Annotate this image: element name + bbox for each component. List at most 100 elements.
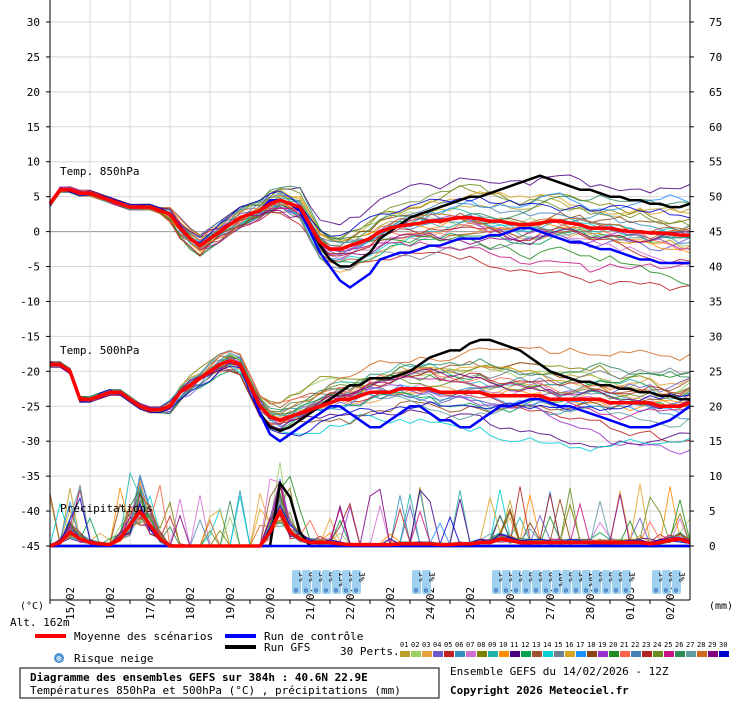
snow-risk-bg: [652, 570, 661, 594]
chart-title: Diagramme des ensembles GEFS sur 384h : …: [30, 671, 368, 684]
pert-swatch: [642, 651, 652, 657]
pert-code: 30: [719, 641, 727, 649]
chart-axes: 302520151050-5-10-15-20-25-30-35-40-4575…: [20, 0, 722, 620]
right-tick-label: 20: [709, 400, 722, 413]
perturbation-line: [50, 362, 691, 430]
pert-swatch: [697, 651, 707, 657]
pert-swatch: [444, 651, 454, 657]
pert-code: 16: [565, 641, 573, 649]
svg-text:❄: ❄: [56, 655, 62, 665]
left-tick-label: 20: [27, 86, 40, 99]
legend-snow-label: Risque neige: [74, 652, 153, 665]
snow-risk-value: 6%: [607, 572, 616, 582]
snow-risk-bg: [312, 570, 321, 594]
snow-risk-flake: ❄: [654, 586, 659, 595]
left-tick-label: 10: [27, 156, 40, 169]
pert-swatch: [631, 651, 641, 657]
snow-risk-marker: 3% ❄: [492, 570, 506, 595]
pert-code: 04: [433, 641, 441, 649]
perturbation-line: [49, 361, 691, 437]
left-tick-label: -45: [20, 540, 40, 553]
snow-risk-value: 6%: [307, 572, 316, 582]
snow-risk-flake: ❄: [584, 586, 589, 595]
right-unit-label: (mm): [709, 601, 733, 612]
right-tick-label: 35: [709, 295, 722, 308]
left-tick-label: 25: [27, 51, 40, 64]
pert-code: 29: [708, 641, 716, 649]
legend-mean-label: Moyenne des scénarios: [74, 630, 213, 643]
section-label-precip: Précipitations: [60, 502, 153, 515]
snow-risk-value: 3%: [297, 572, 306, 582]
pert-swatch: [477, 651, 487, 657]
snow-risk-flake: ❄: [674, 586, 679, 595]
snow-risk-bg: [512, 570, 521, 594]
pert-code: 20: [609, 641, 617, 649]
pert-code: 13: [532, 641, 540, 649]
snow-risk-bg: [532, 570, 541, 594]
pert-code: 12: [521, 641, 529, 649]
snow-risk-flake: ❄: [324, 586, 329, 595]
snow-risk-marker: 3% ❄: [342, 570, 356, 595]
legend-snow-icon: ❄: [54, 653, 64, 665]
snow-risk-value: 3%: [427, 572, 436, 582]
snow-risk-bg: [552, 570, 561, 594]
run-label: Ensemble GEFS du 14/02/2026 - 12Z: [450, 665, 669, 678]
perturbation-line: [49, 189, 691, 244]
snow-risk-flake: ❄: [524, 586, 529, 595]
pert-swatch: [411, 651, 421, 657]
right-tick-label: 15: [709, 435, 722, 448]
snow-risk-value: 13%: [337, 572, 346, 587]
legend-perts-label: 30 Perts.: [340, 645, 400, 658]
snow-risk-value: 3%: [417, 572, 426, 582]
snow-risk-bg: [582, 570, 591, 594]
right-tick-label: 50: [709, 191, 722, 204]
right-tick-label: 25: [709, 365, 722, 378]
snow-risk-marker: 6% ❄: [522, 570, 536, 595]
pert-legend: 01 02 03 04 05 06 07 08 09 10 11 12 13 14 15 16 17 18 19 20…: [400, 641, 729, 657]
snow-risk-markers: 3%❄6%❄3%❄6%❄13%❄3%❄3%❄3%❄3%❄3%❄3%❄3%❄6%❄…: [292, 570, 686, 595]
snow-risk-marker: 3% ❄: [292, 570, 306, 595]
snow-risk-bg: [412, 570, 421, 594]
snow-risk-bg: [342, 570, 351, 594]
copyright-label: Copyright 2026 Meteociel.fr: [450, 684, 629, 697]
pert-code: 06: [455, 641, 463, 649]
snow-risk-value: 3%: [577, 572, 586, 582]
snow-risk-marker: 6% ❄: [542, 570, 556, 595]
pert-swatch: [587, 651, 597, 657]
left-tick-label: 30: [27, 16, 40, 29]
snow-risk-flake: ❄: [494, 586, 499, 595]
right-tick-label: 70: [709, 51, 722, 64]
section-label-500: Temp. 500hPa: [60, 344, 139, 357]
pert-code: 15: [554, 641, 562, 649]
pert-swatch: [576, 651, 586, 657]
snow-risk-value: 3%: [517, 572, 526, 582]
x-tick-label: 24/02: [424, 587, 437, 620]
snow-risk-marker: 3% ❄: [312, 570, 326, 595]
left-tick-label: -20: [20, 365, 40, 378]
pert-code: 27: [686, 641, 694, 649]
left-tick-label: -5: [27, 261, 40, 274]
pert-swatch: [708, 651, 718, 657]
snow-risk-flake: ❄: [554, 586, 559, 595]
snow-risk-flake: ❄: [314, 586, 319, 595]
snow-risk-marker: 3% ❄: [652, 570, 666, 595]
left-tick-label: -30: [20, 435, 40, 448]
snow-risk-flake: ❄: [414, 586, 419, 595]
snow-risk-bg: [572, 570, 581, 594]
snow-risk-flake: ❄: [624, 586, 629, 595]
snow-risk-bg: [592, 570, 601, 594]
x-tick-label: 15/02: [64, 587, 77, 620]
right-tick-label: 40: [709, 261, 722, 274]
pert-swatch: [686, 651, 696, 657]
snow-risk-bg: [492, 570, 501, 594]
snow-risk-value: 3%: [657, 572, 666, 582]
pert-code: 03: [422, 641, 430, 649]
snow-risk-value: 6%: [327, 572, 336, 582]
snow-risk-marker: 3% ❄: [502, 570, 516, 595]
series-line: [49, 509, 691, 548]
snow-risk-flake: ❄: [574, 586, 579, 595]
snow-risk-value: 10%: [557, 572, 566, 587]
snow-risk-bg: [612, 570, 621, 594]
snow-risk-value: 3%: [507, 572, 516, 582]
right-tick-label: 75: [709, 16, 722, 29]
